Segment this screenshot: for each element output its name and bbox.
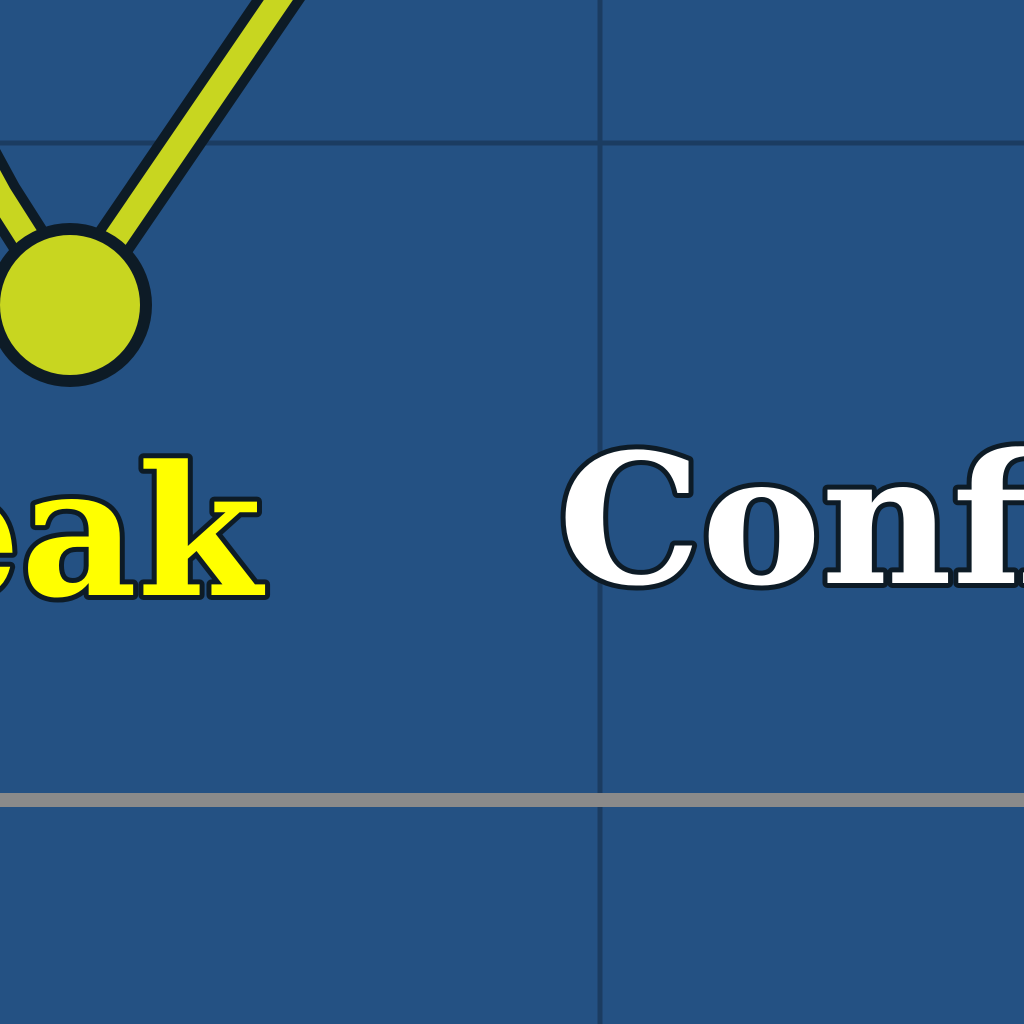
data-point-marker xyxy=(0,223,152,387)
annotation-confirm-label: Confi xyxy=(558,415,1024,626)
annotation-peak-label: eak xyxy=(0,427,265,638)
